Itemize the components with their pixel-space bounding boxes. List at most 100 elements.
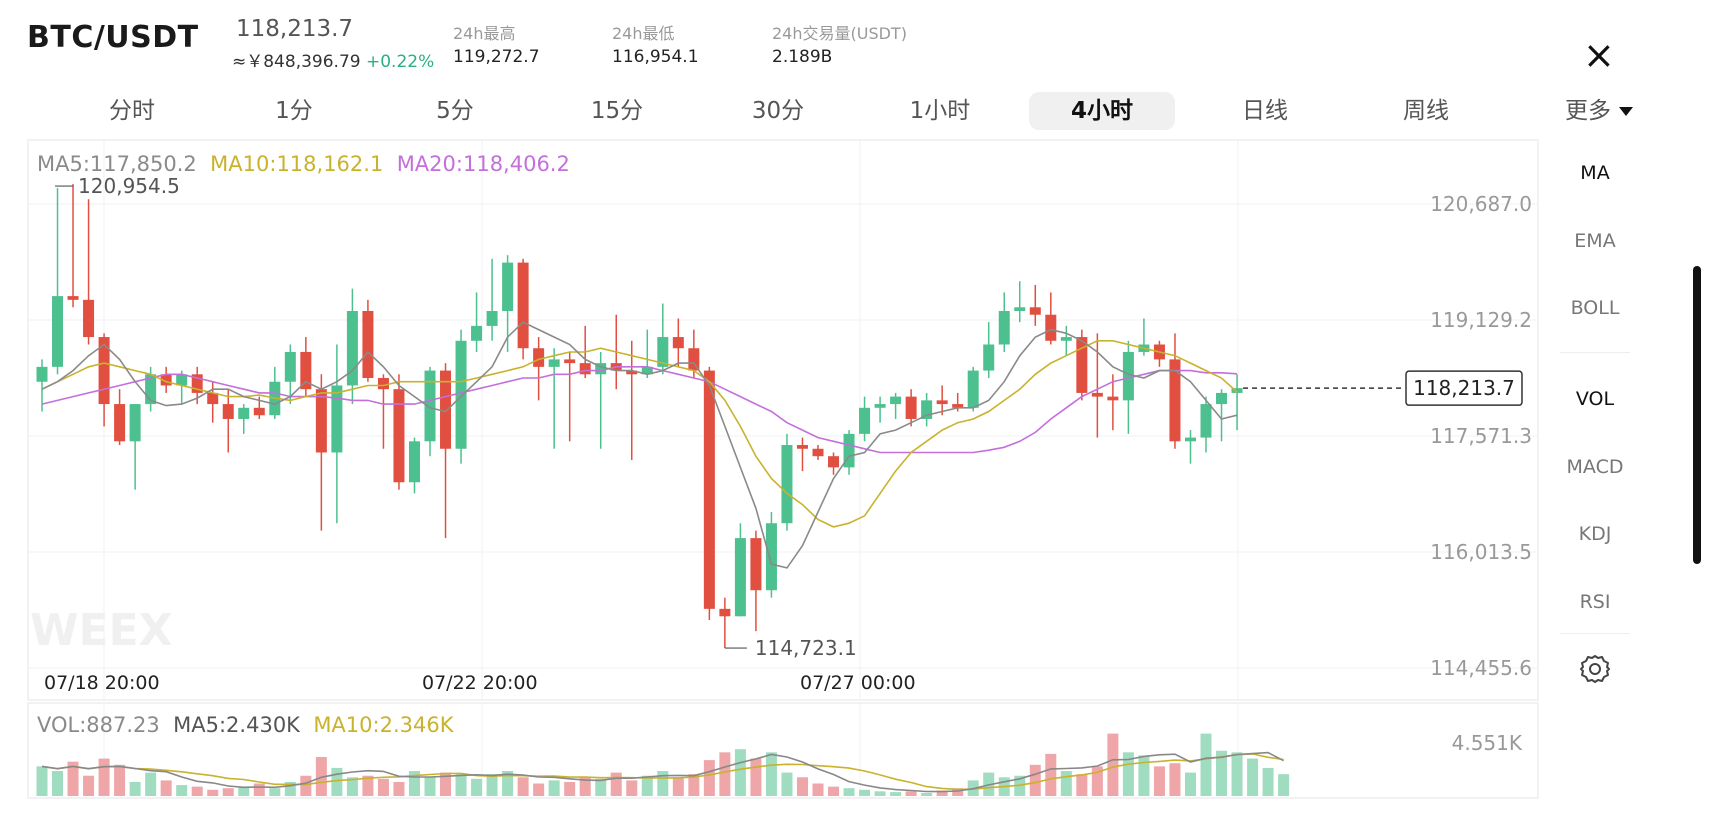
more-dropdown[interactable]: 更多: [1565, 92, 1633, 130]
ma20-line: [41, 365, 1238, 454]
volume-bar: [440, 772, 452, 796]
volume-bar: [1153, 766, 1165, 796]
last-price-tag: [1405, 370, 1523, 406]
tab-1h[interactable]: 1小时: [909, 98, 971, 124]
ma5-line: [41, 321, 1238, 569]
tab-1w[interactable]: 周线: [1403, 98, 1449, 124]
indicator-macd[interactable]: MACD: [1566, 456, 1624, 478]
stat-label-low: 24h最低: [612, 24, 675, 43]
candle-body: [626, 370, 638, 375]
stat-value-high: 119,272.7: [453, 47, 540, 67]
price-pane-border: [27, 139, 1539, 701]
candle-body: [471, 325, 483, 341]
indicator-rsi[interactable]: RSI: [1579, 591, 1611, 613]
volume-bar: [874, 791, 886, 796]
indicator-divider: [1560, 633, 1630, 634]
indicator-ma[interactable]: MA: [1580, 162, 1610, 184]
volume-bar: [253, 783, 265, 796]
tab-1d[interactable]: 日线: [1242, 98, 1288, 124]
tab-5m[interactable]: 5分: [436, 98, 474, 124]
volume-bar: [284, 781, 296, 796]
volume-bar: [859, 789, 871, 796]
candle-body: [843, 433, 855, 468]
candles: [36, 184, 1243, 649]
volume-bar: [408, 771, 420, 796]
tab-1m[interactable]: 1分: [275, 98, 313, 124]
indicator-boll[interactable]: BOLL: [1570, 297, 1620, 319]
volume-bar: [331, 767, 343, 796]
volume-bar: [486, 774, 498, 796]
candle-body: [1107, 396, 1119, 401]
candle-body: [129, 404, 141, 442]
tab-4h[interactable]: 4小时: [1029, 92, 1175, 130]
candle-body: [191, 374, 203, 393]
volume-bar: [83, 775, 95, 796]
vol-legend-value: VOL:887.23: [37, 713, 160, 737]
tab-30m[interactable]: 30分: [751, 98, 805, 124]
volume-bar: [1107, 733, 1119, 796]
x-label: 07/18 20:00: [44, 672, 160, 694]
volume-bar: [98, 758, 110, 796]
volume-bar: [1169, 763, 1181, 796]
volume-bar: [843, 788, 855, 796]
tab-15m[interactable]: 15分: [590, 98, 644, 124]
price-tick-label: 119,129.2: [1430, 308, 1532, 332]
vol-legend: VOL:887.23 MA5:2.430K MA10:2.346K: [37, 713, 453, 737]
indicator-ema[interactable]: EMA: [1574, 230, 1616, 252]
volume-bar: [1076, 774, 1088, 796]
candle-body: [331, 385, 343, 453]
volume-bar: [1060, 771, 1072, 796]
ma10-line: [41, 339, 1238, 528]
volume-bar: [921, 792, 933, 796]
volume-bar: [936, 790, 948, 796]
volume-bar: [1138, 755, 1150, 796]
volume-bar: [1247, 758, 1259, 796]
volume-bar: [1184, 772, 1196, 796]
candle-body: [765, 523, 777, 591]
ma10-legend: MA10:118,162.1: [210, 152, 384, 176]
volume-bar: [905, 791, 917, 796]
candle-body: [160, 374, 172, 386]
candle-body: [688, 348, 700, 371]
ma-legend: MA5:117,850.2 MA10:118,162.1 MA20:118,40…: [37, 152, 570, 176]
candle-body: [703, 370, 715, 609]
stat-value-low: 116,954.1: [612, 47, 699, 67]
volume-bar: [812, 783, 824, 796]
candle-body: [967, 370, 979, 408]
gear-icon[interactable]: [1579, 653, 1611, 685]
candle-body: [533, 348, 545, 367]
stat-value-volume: 2.189B: [772, 47, 833, 67]
volume-bar: [238, 786, 250, 796]
cny-price: ≈￥848,396.79 +0.22%: [232, 47, 434, 72]
x-label: 07/22 20:00: [422, 672, 538, 694]
candle-body: [408, 441, 420, 483]
candle-body: [145, 374, 157, 405]
candle-body: [657, 337, 669, 367]
volume-bar: [595, 778, 607, 796]
candle-body: [734, 538, 746, 617]
indicator-vol[interactable]: VOL: [1575, 388, 1615, 410]
volume-bar: [114, 764, 126, 796]
ma20-legend: MA20:118,406.2: [396, 152, 570, 176]
candle-body: [176, 374, 188, 386]
candle-body: [859, 407, 871, 434]
indicator-kdj[interactable]: KDJ: [1578, 523, 1612, 545]
candle-body: [393, 389, 405, 483]
volume-bar: [67, 761, 79, 796]
tab-timeshare[interactable]: 分时: [109, 98, 155, 124]
candle-body: [595, 363, 607, 375]
volume-bar: [828, 786, 840, 796]
volume-bar: [1231, 752, 1243, 796]
candle-body: [719, 608, 731, 617]
volume-bar: [424, 777, 436, 796]
last-price: 118,213.7: [236, 16, 354, 42]
close-icon[interactable]: ×: [1583, 33, 1615, 77]
volume-bar: [129, 781, 141, 796]
candle-body: [812, 448, 824, 457]
scrollbar[interactable]: [1693, 266, 1701, 564]
volume-bar: [145, 772, 157, 796]
volume-bar: [502, 771, 514, 796]
volume-bar: [688, 774, 700, 796]
volume-bar: [719, 752, 731, 796]
